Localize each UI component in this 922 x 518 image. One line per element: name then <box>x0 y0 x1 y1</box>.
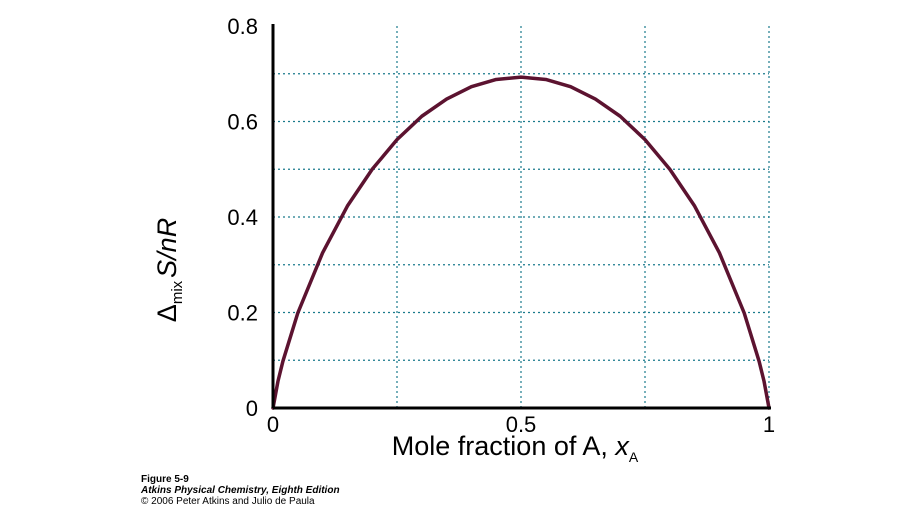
x-tick-label-0: 0 <box>267 412 279 437</box>
y-axis-title-main: S/nR <box>152 218 182 278</box>
y-tick-label-4: 0.8 <box>227 14 258 39</box>
x-axis-title-var: x <box>613 431 630 461</box>
y-tick-label-0: 0 <box>246 396 258 421</box>
y-tick-label-2: 0.4 <box>227 205 258 230</box>
axes <box>271 24 771 410</box>
y-tick-label-3: 0.6 <box>227 110 258 135</box>
book-title: Atkins Physical Chemistry, Eighth Editio… <box>141 485 340 496</box>
x-axis-title-main: Mole fraction of A, <box>392 431 616 461</box>
curve-layer <box>271 75 771 410</box>
y-tick-label-1: 0.2 <box>227 301 258 326</box>
x-tick-label-1: 0.5 <box>506 412 537 437</box>
figure-number: Figure 5-9 <box>141 474 189 485</box>
tick-labels: 0 0.2 0.4 0.6 0.8 0 0.5 1 <box>227 14 775 437</box>
x-axis-title: Mole fraction of A, xA <box>392 431 639 465</box>
series-line-0 <box>271 75 771 410</box>
y-axis-title-delta: Δ <box>152 304 182 322</box>
x-axis-title-sub: A <box>629 449 639 465</box>
x-tick-label-2: 1 <box>763 412 775 437</box>
y-axis-title: Δmix S/nR <box>152 218 186 322</box>
grid-lines <box>273 26 770 408</box>
copyright-line: © 2006 Peter Atkins and Julio de Paula <box>141 496 315 507</box>
y-axis-title-sub: mix <box>169 280 186 304</box>
